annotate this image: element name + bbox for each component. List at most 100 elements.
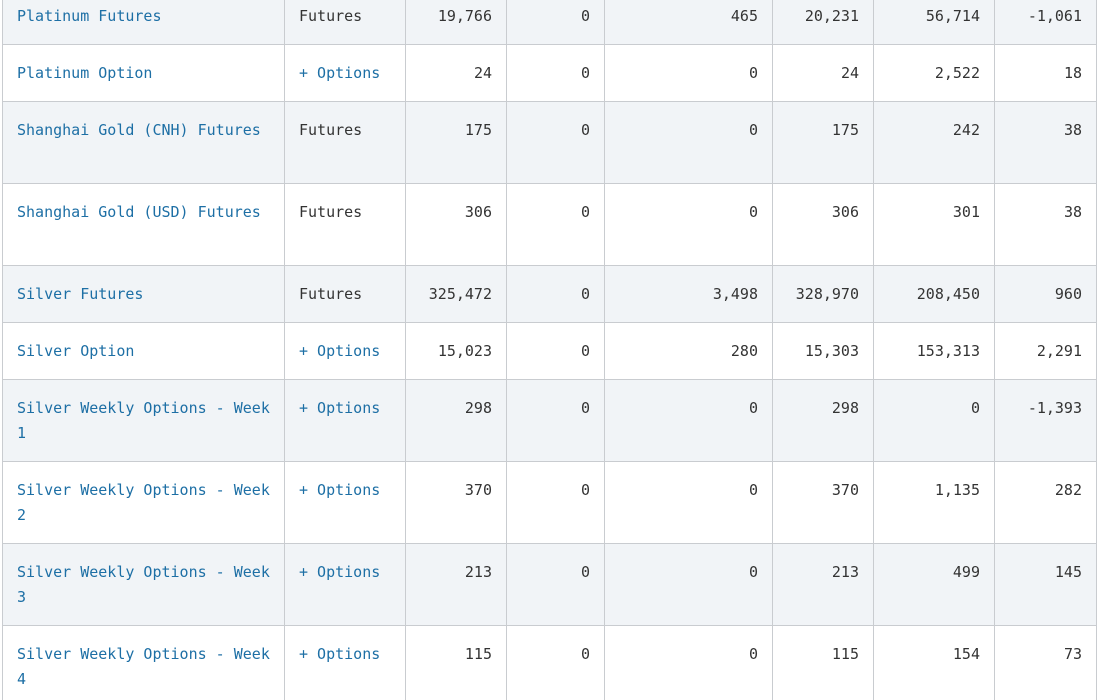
col-2-cell: 0 xyxy=(506,183,605,266)
col-1-cell: 19,766 xyxy=(405,0,507,45)
col-2-cell: 0 xyxy=(506,101,605,184)
col-2-cell: 0 xyxy=(506,543,605,626)
type-cell: + Options xyxy=(284,379,406,462)
col-4-cell: 24 xyxy=(772,44,874,102)
table-row: Silver Futures Futures 325,472 0 3,498 3… xyxy=(2,265,1097,323)
col-4-cell: 298 xyxy=(772,379,874,462)
col-6-cell: 38 xyxy=(994,101,1097,184)
product-link[interactable]: Silver Weekly Options - Week 3 xyxy=(17,563,270,606)
type-cell: + Options xyxy=(284,625,406,700)
product-cell: Silver Weekly Options - Week 2 xyxy=(2,461,285,544)
table-row: Shanghai Gold (CNH) Futures Futures 175 … xyxy=(2,101,1097,184)
col-6-cell: 73 xyxy=(994,625,1097,700)
type-cell: Futures xyxy=(284,0,406,45)
col-1-cell: 306 xyxy=(405,183,507,266)
table-row: Shanghai Gold (USD) Futures Futures 306 … xyxy=(2,183,1097,266)
type-cell: + Options xyxy=(284,543,406,626)
product-cell: Silver Weekly Options - Week 1 xyxy=(2,379,285,462)
col-5-cell: 242 xyxy=(873,101,995,184)
product-cell: Silver Weekly Options - Week 4 xyxy=(2,625,285,700)
product-cell: Platinum Futures xyxy=(2,0,285,45)
col-5-cell: 2,522 xyxy=(873,44,995,102)
product-link[interactable]: Platinum Option xyxy=(17,64,153,82)
col-6-cell: 2,291 xyxy=(994,322,1097,380)
product-link[interactable]: Silver Futures xyxy=(17,285,144,303)
product-link[interactable]: Silver Weekly Options - Week 1 xyxy=(17,399,270,442)
col-1-cell: 298 xyxy=(405,379,507,462)
col-2-cell: 0 xyxy=(506,322,605,380)
col-2-cell: 0 xyxy=(506,265,605,323)
col-3-cell: 0 xyxy=(604,183,773,266)
col-3-cell: 3,498 xyxy=(604,265,773,323)
type-cell: Futures xyxy=(284,265,406,323)
col-2-cell: 0 xyxy=(506,379,605,462)
product-cell: Platinum Option xyxy=(2,44,285,102)
col-5-cell: 301 xyxy=(873,183,995,266)
col-5-cell: 1,135 xyxy=(873,461,995,544)
col-6-cell: 18 xyxy=(994,44,1097,102)
table-row: Platinum Futures Futures 19,766 0 465 20… xyxy=(2,0,1097,45)
table-row: Silver Weekly Options - Week 1 + Options… xyxy=(2,379,1097,462)
col-3-cell: 0 xyxy=(604,379,773,462)
table-row: Silver Weekly Options - Week 2 + Options… xyxy=(2,461,1097,544)
col-6-cell: -1,061 xyxy=(994,0,1097,45)
table-row: Silver Weekly Options - Week 4 + Options… xyxy=(2,625,1097,700)
product-cell: Silver Futures xyxy=(2,265,285,323)
product-cell: Silver Option xyxy=(2,322,285,380)
options-expand-toggle[interactable]: + Options xyxy=(299,399,381,417)
col-4-cell: 115 xyxy=(772,625,874,700)
col-5-cell: 499 xyxy=(873,543,995,626)
col-3-cell: 280 xyxy=(604,322,773,380)
col-3-cell: 0 xyxy=(604,44,773,102)
type-cell: + Options xyxy=(284,44,406,102)
col-6-cell: 960 xyxy=(994,265,1097,323)
type-cell: Futures xyxy=(284,183,406,266)
product-link[interactable]: Shanghai Gold (USD) Futures xyxy=(17,203,261,221)
type-cell: + Options xyxy=(284,461,406,544)
options-expand-toggle[interactable]: + Options xyxy=(299,563,381,581)
product-cell: Shanghai Gold (USD) Futures xyxy=(2,183,285,266)
table-row: Silver Weekly Options - Week 3 + Options… xyxy=(2,543,1097,626)
col-4-cell: 175 xyxy=(772,101,874,184)
col-4-cell: 306 xyxy=(772,183,874,266)
col-5-cell: 154 xyxy=(873,625,995,700)
col-3-cell: 465 xyxy=(604,0,773,45)
col-6-cell: 38 xyxy=(994,183,1097,266)
product-link[interactable]: Silver Weekly Options - Week 2 xyxy=(17,481,270,524)
col-4-cell: 328,970 xyxy=(772,265,874,323)
col-2-cell: 0 xyxy=(506,0,605,45)
type-label: Futures xyxy=(299,285,363,303)
col-5-cell: 153,313 xyxy=(873,322,995,380)
col-2-cell: 0 xyxy=(506,625,605,700)
product-link[interactable]: Platinum Futures xyxy=(17,7,162,25)
col-1-cell: 370 xyxy=(405,461,507,544)
product-link[interactable]: Silver Option xyxy=(17,342,135,360)
options-expand-toggle[interactable]: + Options xyxy=(299,342,381,360)
type-label: Futures xyxy=(299,121,363,139)
col-2-cell: 0 xyxy=(506,44,605,102)
col-3-cell: 0 xyxy=(604,461,773,544)
col-3-cell: 0 xyxy=(604,625,773,700)
col-5-cell: 56,714 xyxy=(873,0,995,45)
col-4-cell: 213 xyxy=(772,543,874,626)
table-row: Silver Option + Options 15,023 0 280 15,… xyxy=(2,322,1097,380)
col-5-cell: 208,450 xyxy=(873,265,995,323)
col-3-cell: 0 xyxy=(604,543,773,626)
type-label: Futures xyxy=(299,203,363,221)
type-label: Futures xyxy=(299,7,363,25)
product-cell: Silver Weekly Options - Week 3 xyxy=(2,543,285,626)
options-expand-toggle[interactable]: + Options xyxy=(299,64,381,82)
product-link[interactable]: Shanghai Gold (CNH) Futures xyxy=(17,121,261,139)
col-4-cell: 15,303 xyxy=(772,322,874,380)
col-1-cell: 115 xyxy=(405,625,507,700)
options-expand-toggle[interactable]: + Options xyxy=(299,481,381,499)
options-expand-toggle[interactable]: + Options xyxy=(299,645,381,663)
col-6-cell: 145 xyxy=(994,543,1097,626)
col-1-cell: 175 xyxy=(405,101,507,184)
product-link[interactable]: Silver Weekly Options - Week 4 xyxy=(17,645,270,688)
product-cell: Shanghai Gold (CNH) Futures xyxy=(2,101,285,184)
col-6-cell: -1,393 xyxy=(994,379,1097,462)
